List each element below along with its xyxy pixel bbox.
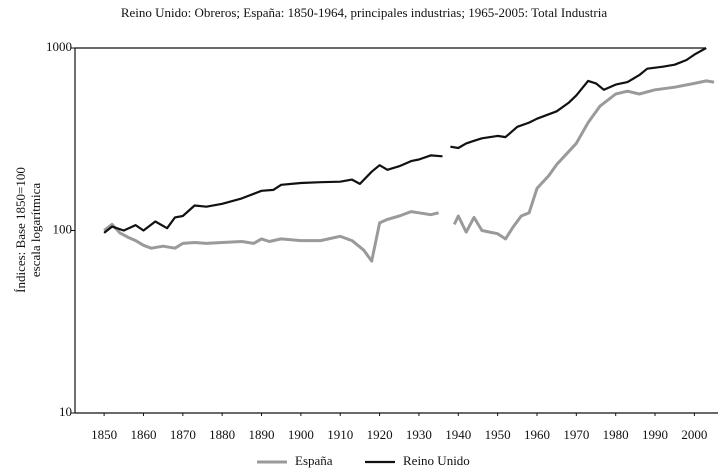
x-tick-label: 1850 xyxy=(91,427,117,442)
x-tick-label: 1910 xyxy=(327,427,353,442)
x-tick-label: 2000 xyxy=(681,427,707,442)
x-tick-label: 1920 xyxy=(367,427,393,442)
x-tick-label: 1970 xyxy=(563,427,589,442)
x-tick-label: 1880 xyxy=(209,427,235,442)
x-tick-label: 1860 xyxy=(130,427,156,442)
x-tick-label: 1930 xyxy=(406,427,432,442)
legend-label: España xyxy=(295,453,333,468)
x-tick-label: 1960 xyxy=(524,427,550,442)
x-tick-label: 1940 xyxy=(445,427,471,442)
y-axis-label: escala logarítmica xyxy=(28,183,43,277)
y-tick-label: 10 xyxy=(59,404,72,419)
x-tick-label: 1870 xyxy=(170,427,196,442)
y-axis-label: Índices: Base 1850=100 xyxy=(13,167,28,293)
x-tick-label: 1900 xyxy=(288,427,314,442)
y-tick-label: 100 xyxy=(53,221,73,236)
series-line xyxy=(103,79,715,263)
x-tick-label: 1980 xyxy=(603,427,629,442)
y-tick-label: 1000 xyxy=(46,39,72,54)
x-tick-label: 1990 xyxy=(642,427,668,442)
chart-title: Reino Unido: Obreros; España: 1850-1964,… xyxy=(121,5,608,20)
series-line xyxy=(103,47,707,234)
x-tick-label: 1890 xyxy=(249,427,275,442)
legend-label: Reino Unido xyxy=(403,453,470,468)
x-tick-label: 1950 xyxy=(485,427,511,442)
